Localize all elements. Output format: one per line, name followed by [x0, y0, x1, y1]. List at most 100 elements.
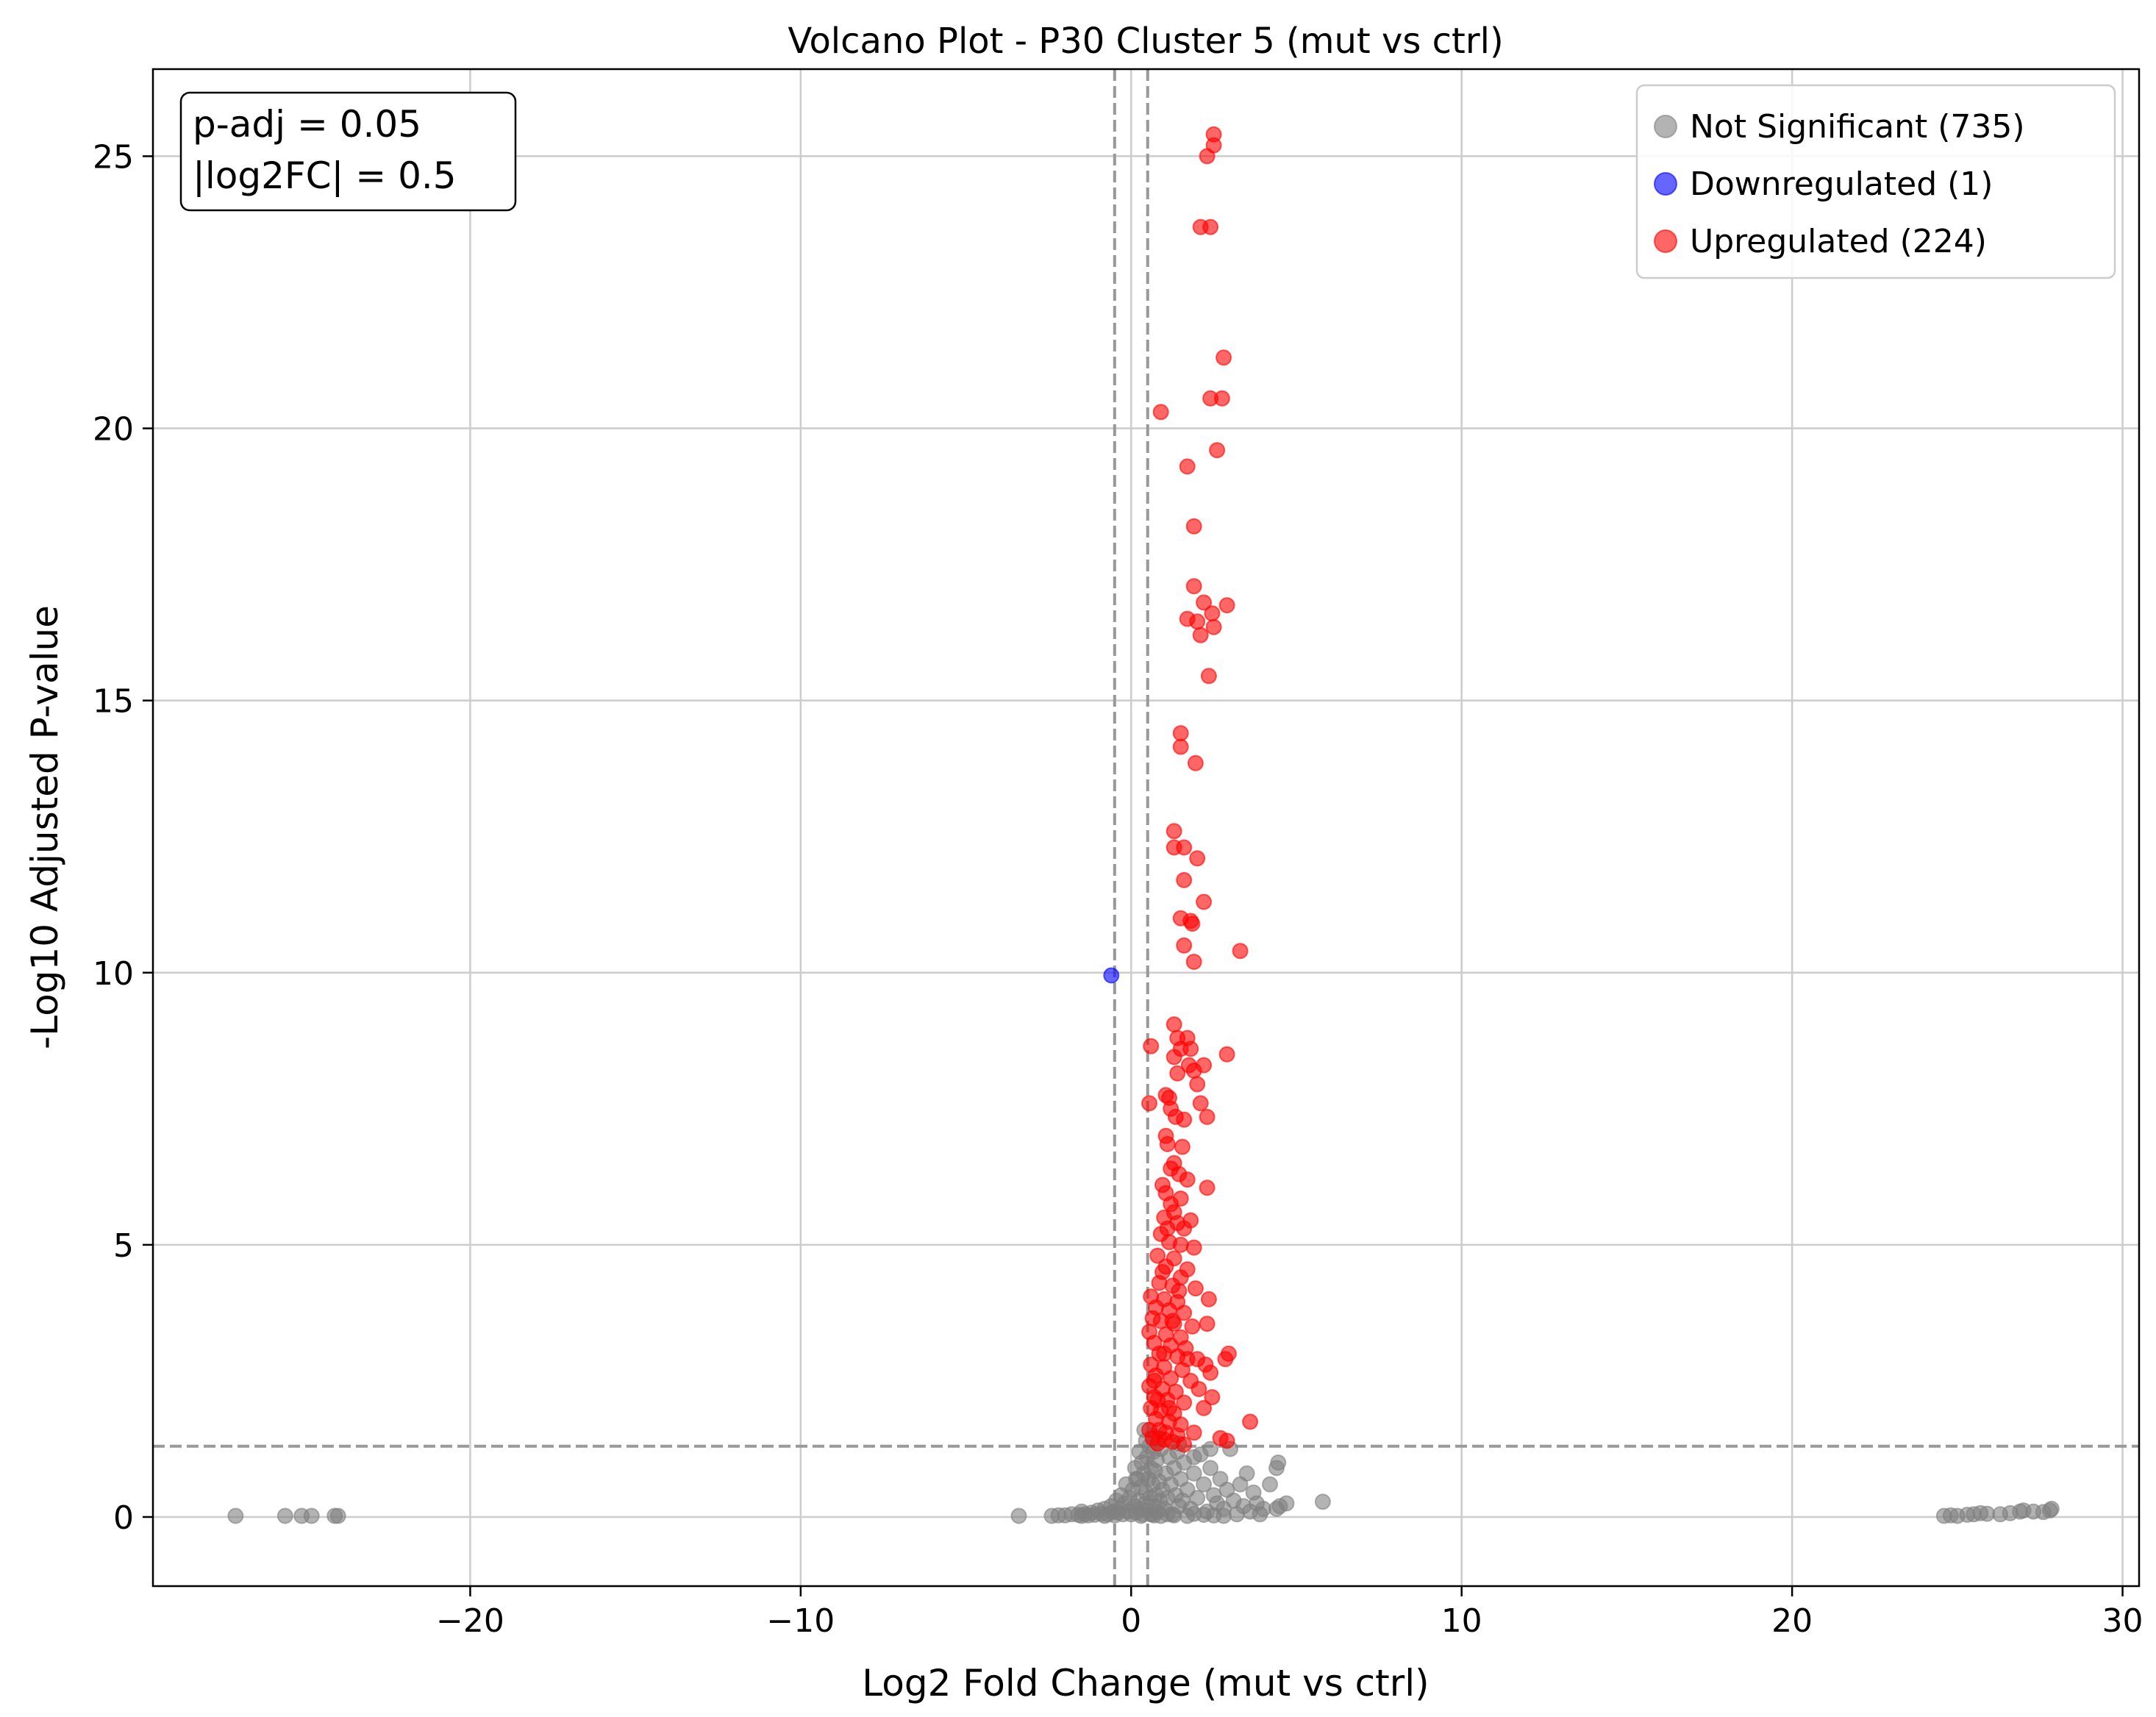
upregulated-point — [1174, 1138, 1191, 1155]
upregulated-point — [1189, 1076, 1206, 1093]
y-tick-label: 20 — [93, 411, 134, 449]
legend-marker-downregulated — [1654, 172, 1677, 196]
upregulated-point — [1232, 943, 1249, 960]
upregulated-point — [1152, 404, 1169, 421]
upregulated-point — [1202, 218, 1219, 235]
x-axis-label: Log2 Fold Change (mut vs ctrl) — [862, 1662, 1429, 1704]
upregulated-point — [1141, 1095, 1157, 1112]
upregulated-point — [1218, 1432, 1235, 1449]
not-significant-point — [1128, 1471, 1144, 1488]
not-significant-point — [1202, 1441, 1219, 1457]
not-significant-point — [1205, 1507, 1222, 1524]
annotation-box — [179, 91, 517, 212]
upregulated-point — [1187, 754, 1204, 771]
legend-label-downregulated: Downregulated (1) — [1690, 165, 1993, 203]
upregulated-point — [1166, 823, 1182, 840]
not-significant-point — [1185, 1449, 1202, 1466]
upregulated-point — [1154, 1263, 1171, 1280]
upregulated-point — [1218, 597, 1235, 614]
y-axis-label: -Log10 Adjusted P-value — [24, 605, 66, 1049]
upregulated-point — [1196, 594, 1213, 611]
upregulated-point — [1146, 1372, 1163, 1389]
legend-label-upregulated: Upregulated (224) — [1690, 223, 1987, 260]
upregulated-point — [1184, 1318, 1201, 1335]
not-significant-point — [1189, 1490, 1206, 1507]
y-tick-label: 25 — [93, 138, 134, 176]
upregulated-point — [1191, 1381, 1207, 1397]
upregulated-point — [1171, 1282, 1188, 1299]
not-significant-point — [1270, 1454, 1287, 1471]
x-tick-label: 0 — [1121, 1602, 1141, 1640]
upregulated-point — [1199, 148, 1216, 165]
upregulated-point — [1202, 1364, 1219, 1381]
upregulated-point — [1176, 1220, 1193, 1237]
upregulated-point — [1172, 738, 1189, 755]
upregulated-point — [1176, 1304, 1193, 1321]
y-tick-label: 5 — [113, 1227, 134, 1265]
x-tick-label: −20 — [436, 1602, 504, 1640]
grid-lines — [153, 69, 2139, 1586]
upregulated-point — [1179, 1171, 1196, 1188]
not-significant-point — [1159, 1506, 1176, 1523]
legend-marker-not-significant — [1654, 115, 1677, 138]
data-points — [227, 126, 2060, 1524]
not-significant-point — [1238, 1465, 1255, 1482]
downregulated-point — [1103, 967, 1120, 984]
y-axis-ticks: 0 5 10 15 20 25 — [93, 138, 153, 1537]
upregulated-point — [1196, 1399, 1213, 1416]
not-significant-point — [329, 1507, 346, 1524]
upregulated-point — [1185, 518, 1202, 535]
x-tick-label: 20 — [1771, 1602, 1813, 1640]
upregulated-point — [1156, 1345, 1173, 1362]
upregulated-point — [1200, 1291, 1217, 1307]
upregulated-point — [1166, 1016, 1182, 1033]
upregulated-point — [1218, 1046, 1235, 1063]
upregulated-point — [1192, 627, 1209, 643]
y-tick-label: 0 — [113, 1499, 134, 1537]
upregulated-point — [1196, 893, 1213, 910]
upregulated-point — [1192, 1095, 1209, 1112]
not-significant-point — [1185, 1465, 1202, 1482]
upregulated-point — [1176, 1111, 1193, 1128]
not-significant-point — [1185, 1505, 1202, 1522]
not-significant-point — [1314, 1493, 1331, 1510]
upregulated-point — [1182, 1040, 1199, 1057]
upregulated-point — [1209, 442, 1226, 459]
upregulated-point — [1176, 871, 1193, 888]
upregulated-point — [1166, 1049, 1182, 1065]
upregulated-point — [1176, 1394, 1193, 1411]
upregulated-point — [1216, 349, 1232, 366]
upregulated-point — [1213, 390, 1230, 407]
not-significant-point — [1278, 1495, 1295, 1512]
upregulated-point — [1185, 1063, 1202, 1079]
annotation-padj: p-adj = 0.05 — [193, 103, 421, 146]
chart-title: Volcano Plot - P30 Cluster 5 (mut vs ctr… — [788, 21, 1503, 62]
not-significant-point — [1196, 1476, 1213, 1493]
not-significant-point — [303, 1507, 320, 1524]
not-significant-point — [2043, 1500, 2060, 1517]
upregulated-point — [1176, 937, 1193, 954]
upregulated-point — [1169, 1065, 1186, 1082]
upregulated-point — [1176, 839, 1193, 856]
not-significant-point — [1146, 1507, 1163, 1524]
upregulated-point — [1143, 1038, 1160, 1054]
upregulated-point — [1199, 1108, 1216, 1125]
upregulated-point — [1185, 954, 1202, 970]
upregulated-point — [1159, 1135, 1176, 1152]
upregulated-point — [1172, 725, 1189, 742]
x-tick-label: 10 — [1441, 1602, 1482, 1640]
upregulated-point — [1187, 1280, 1204, 1297]
threshold-annotation: p-adj = 0.05 |log2FC| = 0.5 — [179, 91, 517, 212]
annotation-log2fc: |log2FC| = 0.5 — [193, 154, 457, 197]
upregulated-point — [1185, 1239, 1202, 1256]
upregulated-point — [1204, 1389, 1221, 1406]
not-significant-point — [1010, 1507, 1027, 1524]
x-tick-label: 30 — [2102, 1602, 2143, 1640]
upregulated-point — [1159, 1220, 1176, 1237]
not-significant-point — [227, 1507, 244, 1524]
upregulated-point — [1200, 668, 1217, 685]
y-tick-label: 15 — [93, 683, 134, 721]
legend: Not Significant (735) Downregulated (1) … — [1635, 84, 2116, 279]
upregulated-point — [1185, 1424, 1202, 1441]
